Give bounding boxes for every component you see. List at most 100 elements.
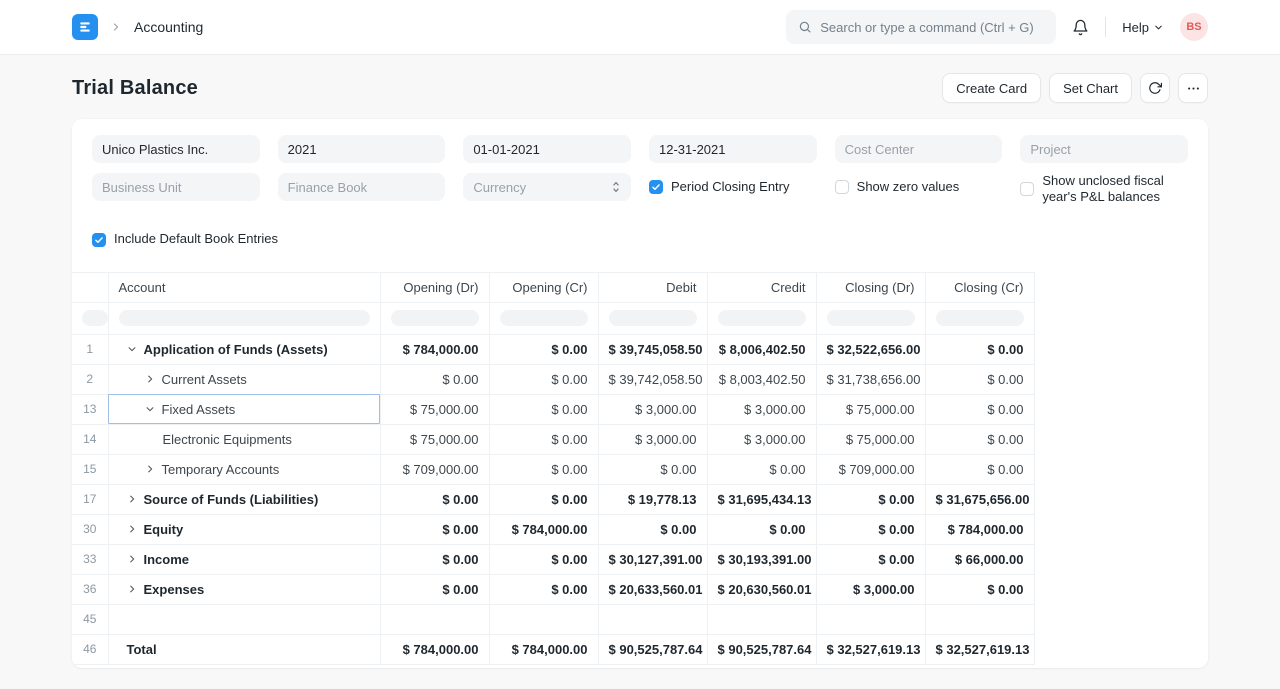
column-header-opening-cr[interactable]: Opening (Cr)	[489, 272, 598, 302]
finance-book-filter[interactable]: Finance Book	[278, 173, 446, 201]
breadcrumb[interactable]: Accounting	[134, 19, 203, 35]
value-cell[interactable]: $ 20,633,560.01	[598, 574, 707, 604]
value-cell[interactable]: $ 0.00	[816, 544, 925, 574]
column-filter-input[interactable]	[718, 310, 806, 326]
value-cell[interactable]: $ 0.00	[598, 514, 707, 544]
value-cell[interactable]	[816, 604, 925, 634]
value-cell[interactable]: $ 0.00	[925, 574, 1034, 604]
column-header-closing-dr[interactable]: Closing (Dr)	[816, 272, 925, 302]
value-cell[interactable]: $ 20,630,560.01	[707, 574, 816, 604]
value-cell[interactable]: $ 0.00	[925, 424, 1034, 454]
value-cell[interactable]: $ 784,000.00	[380, 634, 489, 664]
value-cell[interactable]: $ 0.00	[489, 574, 598, 604]
chevron-down-icon[interactable]	[145, 404, 155, 414]
value-cell[interactable]: $ 0.00	[489, 424, 598, 454]
checkbox-include-default-book-entries[interactable]: Include Default Book Entries	[92, 226, 1188, 254]
value-cell[interactable]: $ 784,000.00	[489, 514, 598, 544]
value-cell[interactable]	[707, 604, 816, 634]
notifications-bell-icon[interactable]	[1072, 19, 1089, 36]
value-cell[interactable]: $ 75,000.00	[816, 424, 925, 454]
account-cell[interactable]: Fixed Assets	[108, 394, 380, 424]
value-cell[interactable]: $ 75,000.00	[816, 394, 925, 424]
help-menu[interactable]: Help	[1122, 20, 1164, 35]
chevron-right-icon[interactable]	[127, 494, 137, 504]
value-cell[interactable]: $ 32,522,656.00	[816, 334, 925, 364]
checkbox-period-closing-entry[interactable]: Period Closing Entry	[649, 173, 817, 201]
checkbox-show-unclosed-pl-balances[interactable]: Show unclosed fiscal year's P&L balances	[1020, 173, 1188, 206]
value-cell[interactable]: $ 0.00	[489, 454, 598, 484]
to-date-filter[interactable]: 12-31-2021	[649, 135, 817, 163]
column-header-opening-dr[interactable]: Opening (Dr)	[380, 272, 489, 302]
value-cell[interactable]: $ 3,000.00	[707, 424, 816, 454]
column-filter-input[interactable]	[827, 310, 915, 326]
value-cell[interactable]: $ 90,525,787.64	[707, 634, 816, 664]
value-cell[interactable]: $ 0.00	[489, 364, 598, 394]
value-cell[interactable]: $ 32,527,619.13	[816, 634, 925, 664]
from-date-filter[interactable]: 01-01-2021	[463, 135, 631, 163]
value-cell[interactable]: $ 0.00	[380, 364, 489, 394]
column-filter-input[interactable]	[82, 310, 108, 326]
value-cell[interactable]: $ 3,000.00	[707, 394, 816, 424]
create-card-button[interactable]: Create Card	[942, 73, 1041, 103]
chevron-right-icon[interactable]	[127, 524, 137, 534]
refresh-button[interactable]	[1140, 73, 1170, 103]
value-cell[interactable]: $ 0.00	[380, 484, 489, 514]
column-filter-input[interactable]	[391, 310, 479, 326]
value-cell[interactable]: $ 30,193,391.00	[707, 544, 816, 574]
account-cell[interactable]: Total	[108, 634, 380, 664]
value-cell[interactable]	[598, 604, 707, 634]
chevron-right-icon[interactable]	[145, 464, 155, 474]
avatar[interactable]: BS	[1180, 13, 1208, 41]
column-filter-input[interactable]	[609, 310, 697, 326]
project-filter[interactable]: Project	[1020, 135, 1188, 163]
value-cell[interactable]	[925, 604, 1034, 634]
value-cell[interactable]: $ 3,000.00	[598, 424, 707, 454]
value-cell[interactable]: $ 19,778.13	[598, 484, 707, 514]
account-cell[interactable]: Income	[108, 544, 380, 574]
value-cell[interactable]: $ 3,000.00	[816, 574, 925, 604]
value-cell[interactable]: $ 66,000.00	[925, 544, 1034, 574]
value-cell[interactable]: $ 0.00	[816, 514, 925, 544]
value-cell[interactable]: $ 90,525,787.64	[598, 634, 707, 664]
value-cell[interactable]: $ 75,000.00	[380, 394, 489, 424]
column-filter-input[interactable]	[119, 310, 370, 326]
app-logo-icon[interactable]	[72, 14, 98, 40]
value-cell[interactable]: $ 31,695,434.13	[707, 484, 816, 514]
value-cell[interactable]: $ 0.00	[489, 544, 598, 574]
value-cell[interactable]: $ 0.00	[925, 364, 1034, 394]
value-cell[interactable]: $ 0.00	[489, 334, 598, 364]
business-unit-filter[interactable]: Business Unit	[92, 173, 260, 201]
value-cell[interactable]: $ 0.00	[380, 574, 489, 604]
value-cell[interactable]	[380, 604, 489, 634]
column-header-closing-cr[interactable]: Closing (Cr)	[925, 272, 1034, 302]
value-cell[interactable]: $ 0.00	[380, 514, 489, 544]
value-cell[interactable]: $ 709,000.00	[380, 454, 489, 484]
currency-select[interactable]: Currency	[463, 173, 631, 201]
value-cell[interactable]: $ 0.00	[489, 394, 598, 424]
column-filter-input[interactable]	[936, 310, 1024, 326]
value-cell[interactable]: $ 31,675,656.00	[925, 484, 1034, 514]
value-cell[interactable]: $ 30,127,391.00	[598, 544, 707, 574]
column-filter-input[interactable]	[500, 310, 588, 326]
value-cell[interactable]: $ 0.00	[489, 484, 598, 514]
account-cell[interactable]: Temporary Accounts	[108, 454, 380, 484]
account-cell[interactable]: Source of Funds (Liabilities)	[108, 484, 380, 514]
account-cell[interactable]: Application of Funds (Assets)	[108, 334, 380, 364]
company-filter[interactable]: Unico Plastics Inc.	[92, 135, 260, 163]
value-cell[interactable]: $ 0.00	[707, 514, 816, 544]
column-header-account[interactable]: Account	[108, 272, 380, 302]
value-cell[interactable]: $ 0.00	[925, 394, 1034, 424]
value-cell[interactable]: $ 0.00	[380, 544, 489, 574]
value-cell[interactable]: $ 0.00	[707, 454, 816, 484]
chevron-down-icon[interactable]	[127, 344, 137, 354]
account-cell[interactable]: Expenses	[108, 574, 380, 604]
fiscal-year-filter[interactable]: 2021	[278, 135, 446, 163]
search-input[interactable]: Search or type a command (Ctrl + G)	[786, 10, 1056, 44]
value-cell[interactable]: $ 39,742,058.50	[598, 364, 707, 394]
value-cell[interactable]: $ 709,000.00	[816, 454, 925, 484]
chevron-right-icon[interactable]	[127, 554, 137, 564]
value-cell[interactable]: $ 3,000.00	[598, 394, 707, 424]
value-cell[interactable]: $ 784,000.00	[380, 334, 489, 364]
column-header-credit[interactable]: Credit	[707, 272, 816, 302]
value-cell[interactable]: $ 784,000.00	[489, 634, 598, 664]
